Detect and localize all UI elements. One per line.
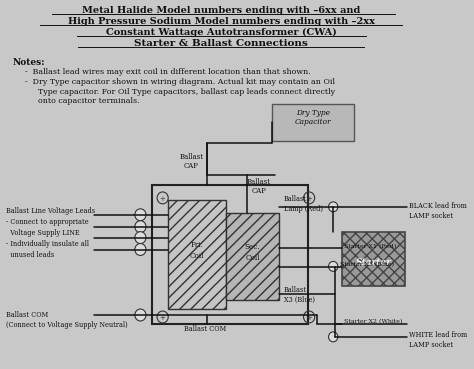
Text: Starter X2 (White): Starter X2 (White) (344, 319, 403, 324)
Circle shape (135, 309, 146, 321)
Text: Ballast COM: Ballast COM (184, 325, 227, 333)
Text: Starter: Starter (356, 258, 392, 268)
Text: Starter & Ballast Connections: Starter & Ballast Connections (134, 39, 308, 48)
Text: +: + (306, 196, 312, 202)
Circle shape (328, 202, 338, 212)
Text: WHITE lead from
LAMP socket: WHITE lead from LAMP socket (409, 331, 467, 349)
Text: Sec.
Coil: Sec. Coil (245, 243, 260, 262)
Text: Ballast
CAP: Ballast CAP (247, 178, 271, 195)
Circle shape (135, 209, 146, 221)
Text: Ballast
X3 (Blue): Ballast X3 (Blue) (284, 286, 315, 304)
Circle shape (328, 332, 338, 342)
Text: -  Ballast lead wires may exit coil in different location than that shown.: - Ballast lead wires may exit coil in di… (25, 68, 310, 76)
Text: Ballast
CAP: Ballast CAP (179, 153, 203, 170)
Circle shape (135, 244, 146, 255)
Text: Pri.
Coil: Pri. Coil (190, 241, 204, 260)
Bar (272, 104, 354, 141)
Bar (168, 200, 226, 309)
Bar (343, 232, 405, 286)
Circle shape (135, 232, 146, 244)
Text: High Pressure Sodium Model numbers ending with –2xx: High Pressure Sodium Model numbers endin… (68, 17, 374, 26)
Text: +: + (306, 315, 312, 321)
Circle shape (135, 221, 146, 232)
Text: Type capacitor. For Oil Type capacitors, ballast cap leads connect directly: Type capacitor. For Oil Type capacitors,… (38, 88, 336, 96)
Text: +: + (160, 196, 165, 202)
Text: Notes:: Notes: (12, 58, 45, 67)
Text: Starter X3 (Blue): Starter X3 (Blue) (340, 262, 394, 268)
Circle shape (328, 261, 338, 271)
Text: Ballast Line Voltage Leads
- Connect to appropriate
  Voltage Supply LINE
- Indi: Ballast Line Voltage Leads - Connect to … (6, 207, 95, 259)
Text: +: + (160, 315, 165, 321)
Text: onto capacitor terminals.: onto capacitor terminals. (38, 97, 140, 105)
Text: Starter X1 (Red): Starter X1 (Red) (344, 244, 397, 249)
Text: Dry Type
Capacitor: Dry Type Capacitor (294, 108, 331, 126)
Bar (226, 213, 280, 300)
Text: BLACK lead from
LAMP socket: BLACK lead from LAMP socket (409, 202, 467, 220)
Bar (153, 185, 308, 324)
Text: -  Dry Type capacitor shown in wiring diagram. Actual kit may contain an Oil: - Dry Type capacitor shown in wiring dia… (25, 78, 335, 86)
Text: Constant Wattage Autotransformer (CWA): Constant Wattage Autotransformer (CWA) (106, 28, 337, 37)
Text: Ballast COM
(Connect to Voltage Supply Neutral): Ballast COM (Connect to Voltage Supply N… (6, 311, 128, 330)
Text: Metal Halide Model numbers ending with –6xx and: Metal Halide Model numbers ending with –… (82, 6, 360, 15)
Text: Ballast
Lamp (Red): Ballast Lamp (Red) (284, 195, 323, 213)
